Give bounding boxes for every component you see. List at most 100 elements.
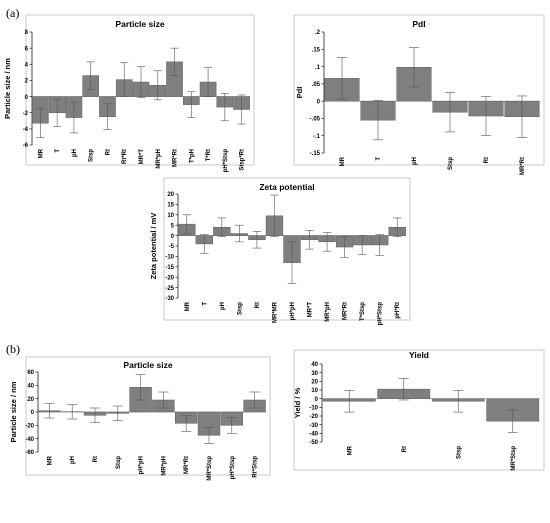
x-tick-label: Stsp bbox=[116, 456, 122, 469]
y-tick-label: -15 bbox=[165, 265, 174, 271]
y-axis-label: Yield / % bbox=[293, 387, 302, 418]
y-tick-label: 10 bbox=[311, 388, 318, 394]
y-tick-label: -20 bbox=[309, 414, 318, 420]
y-tick-label: 20 bbox=[311, 380, 318, 386]
x-tick-label: pH bbox=[72, 149, 78, 157]
x-tick-label: Rt*Rt bbox=[122, 149, 128, 164]
x-tick-label: MR*Stsp bbox=[207, 456, 213, 481]
y-tick-label: .05 bbox=[312, 82, 321, 88]
y-tick-label: -4 bbox=[23, 127, 29, 133]
x-tick-label: Rt bbox=[402, 446, 408, 452]
y-tick-label: 60 bbox=[27, 370, 34, 376]
y-tick-label: -30 bbox=[309, 423, 318, 429]
y-tick-label: 15 bbox=[167, 203, 174, 209]
x-tick-label: T*Rt bbox=[206, 149, 212, 161]
y-tick-label: 0 bbox=[317, 99, 321, 105]
y-tick-label: .15 bbox=[312, 47, 321, 53]
x-tick-label: MR bbox=[347, 445, 353, 455]
panel-label-a: (a) bbox=[6, 6, 20, 20]
y-tick-label: -10 bbox=[309, 406, 318, 412]
x-tick-label: Rt bbox=[93, 456, 99, 462]
y-tick-label: .1 bbox=[315, 65, 321, 71]
x-tick-label: Stsp bbox=[448, 157, 454, 170]
chart-a-zeta-potential: Zeta potential Zeta potential / mV -30 -25 -… bbox=[149, 177, 411, 326]
x-tick-label: pH*Stsp bbox=[223, 149, 229, 173]
x-tick-label: pH*Rt bbox=[395, 302, 401, 319]
x-tick-label: Stsp bbox=[456, 446, 462, 459]
chart-b-particle-size: Particle size Particle size / nm -60 -40 -20… bbox=[9, 356, 271, 481]
y-tick-label: -60 bbox=[25, 450, 34, 456]
y-tick-label: -40 bbox=[25, 437, 34, 443]
x-tick-label: T bbox=[202, 302, 208, 306]
x-tick-label: pH*Stsp bbox=[230, 456, 236, 480]
x-tick-label: Rt bbox=[105, 149, 111, 155]
x-tick-label: pH bbox=[70, 456, 76, 464]
y-tick-label: 4 bbox=[25, 62, 29, 68]
y-tick-label: 6 bbox=[25, 46, 29, 52]
x-tick-label: Rt bbox=[484, 157, 490, 163]
y-tick-label: 40 bbox=[27, 384, 34, 390]
x-tick-label: Stsp bbox=[237, 302, 243, 315]
x-tick-label: T*Stsp bbox=[360, 302, 366, 321]
x-tick-label: pH*pH bbox=[139, 456, 145, 474]
y-tick-label: -25 bbox=[165, 286, 174, 292]
x-tick-label: MR*T bbox=[308, 302, 314, 318]
x-tick-label: MR*MR bbox=[272, 301, 278, 323]
panel-label-b: (b) bbox=[6, 342, 20, 356]
x-tick-label: MR*Rt bbox=[343, 302, 349, 320]
x-tick-label: Stsp bbox=[89, 149, 95, 162]
x-tick-label: pH*Stsp bbox=[378, 302, 384, 326]
x-tick-label: T bbox=[376, 157, 382, 161]
chart-title: Particle size bbox=[115, 19, 164, 29]
y-tick-label: 20 bbox=[167, 192, 174, 198]
x-tick-label: MR bbox=[47, 455, 53, 465]
chart-title: Particle size bbox=[123, 360, 172, 370]
x-tick-label: MR bbox=[185, 301, 191, 311]
chart-title: Yield bbox=[409, 350, 429, 360]
y-axis-label: PdI bbox=[295, 87, 304, 99]
y-tick-label: -2 bbox=[23, 111, 29, 117]
y-tick-label: -.15 bbox=[310, 151, 321, 157]
x-tick-label: pH*pH bbox=[290, 302, 296, 320]
y-tick-label: 20 bbox=[27, 397, 34, 403]
y-tick-label: 5 bbox=[171, 223, 175, 229]
y-axis-label: Particle size / nm bbox=[3, 58, 12, 119]
x-tick-label: pH bbox=[412, 157, 418, 165]
x-tick-label: MR*pH bbox=[156, 149, 162, 169]
y-tick-label: -20 bbox=[25, 424, 34, 430]
x-tick-label: pH bbox=[220, 302, 226, 310]
x-tick-label: Rt*Stsp bbox=[253, 456, 259, 478]
y-tick-label: -50 bbox=[309, 440, 318, 446]
chart-title: Zeta potential bbox=[259, 182, 314, 192]
x-tick-label: MR*Stsp bbox=[511, 446, 517, 471]
y-tick-label: -5 bbox=[169, 244, 175, 250]
y-tick-label: 0 bbox=[25, 95, 29, 101]
y-tick-label: -10 bbox=[165, 255, 174, 261]
y-tick-label: 0 bbox=[171, 234, 175, 240]
y-tick-label: -.1 bbox=[313, 134, 321, 140]
y-tick-label: -6 bbox=[23, 143, 29, 149]
y-tick-label: 40 bbox=[311, 362, 318, 368]
y-tick-label: -20 bbox=[165, 275, 174, 281]
y-tick-label: 30 bbox=[311, 371, 318, 377]
y-axis-label: Particle size / nm bbox=[9, 381, 18, 442]
y-tick-label: 10 bbox=[167, 213, 174, 219]
x-tick-label: Stsp*Rt bbox=[240, 149, 246, 171]
x-tick-label: MR*Rt bbox=[520, 157, 526, 175]
x-tick-label: T bbox=[55, 149, 61, 153]
y-axis-label: Zeta potential / mV bbox=[149, 213, 158, 280]
y-tick-label: 2 bbox=[25, 79, 29, 85]
y-tick-label: -.05 bbox=[310, 117, 321, 123]
y-tick-label: -30 bbox=[165, 296, 174, 302]
x-tick-label: MR*T bbox=[139, 149, 145, 165]
chart-title: PdI bbox=[412, 19, 425, 29]
x-tick-label: MR*Rt bbox=[184, 456, 190, 474]
x-tick-label: T*pH bbox=[189, 149, 195, 163]
x-tick-label: MR*Rt bbox=[173, 149, 179, 167]
y-tick-label: 0 bbox=[315, 397, 319, 403]
x-tick-label: Rt bbox=[255, 302, 261, 308]
y-tick-label: 0 bbox=[31, 410, 35, 416]
chart-a-particle-size: Particle size Particle size / nm -6 -4 -2 0 2 4… bbox=[3, 14, 255, 173]
x-tick-label: MR bbox=[340, 156, 346, 166]
